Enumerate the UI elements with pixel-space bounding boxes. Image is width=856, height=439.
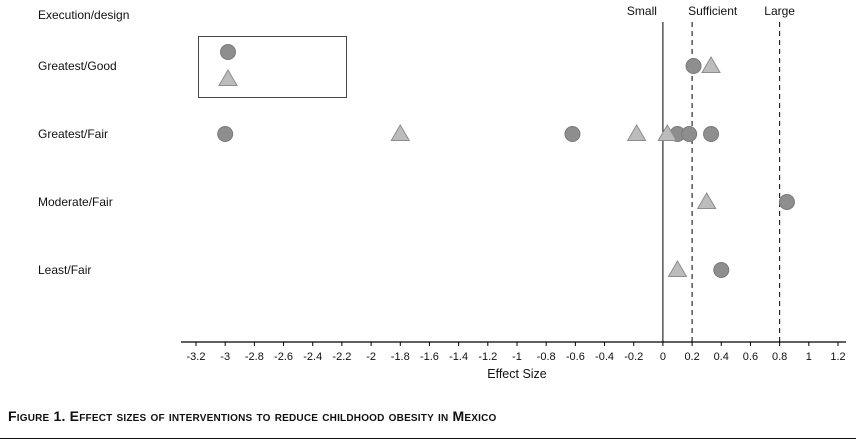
x-axis-tick-label: 0.2 [684, 351, 699, 363]
x-axis-tick-label: -2.8 [245, 351, 264, 363]
x-axis-tick-label: -1.2 [478, 351, 497, 363]
x-axis-tick-label: -0.2 [624, 351, 643, 363]
x-axis-tick-label: -2 [366, 351, 376, 363]
data-point-triangle [701, 56, 721, 73]
row-label-greatest-fair: Greatest/Fair [38, 127, 108, 141]
x-axis-tick-label: 0.6 [743, 351, 758, 363]
effect-size-chart: Small Sufficient Large -3.2 -3 -2.8 -2.6 -2.4 -2… [38, 4, 846, 363]
x-axis-title: Effect Size [487, 367, 547, 381]
x-axis-tick-label: 0.4 [714, 351, 729, 363]
reference-label-large: Large [764, 4, 795, 18]
data-point-triangle [626, 124, 647, 141]
x-axis-tick-label: -3 [220, 351, 230, 363]
figure-caption: Figure 1. Effect sizes of interventions … [8, 408, 497, 424]
data-point-circle [217, 126, 234, 142]
x-axis-tick-label: -2.6 [274, 351, 293, 363]
data-point-circle [703, 126, 720, 142]
x-axis-tick-label: 0.8 [772, 351, 787, 363]
data-point-circle [778, 194, 795, 210]
reference-label-sufficient: Sufficient [688, 4, 738, 18]
legend-circle-marker [220, 44, 236, 60]
data-point-circle [685, 58, 702, 74]
x-axis-tick-label: 1 [806, 351, 812, 363]
x-axis-tick-label: -0.8 [537, 351, 556, 363]
data-point-circle [564, 126, 581, 142]
data-point-circle [713, 262, 730, 278]
row-label-greatest-good: Greatest/Good [38, 59, 117, 73]
x-axis-tick-label: -2.4 [303, 351, 322, 363]
data-point-triangle [390, 124, 411, 141]
legend-triangle-marker [218, 69, 238, 86]
x-axis-tick-label: -0.4 [595, 351, 614, 363]
row-label-moderate-fair: Moderate/Fair [38, 195, 113, 209]
x-axis-tick-label: -0.6 [566, 351, 585, 363]
data-point-triangle [667, 260, 688, 277]
y-axis-header: Execution/design [38, 8, 130, 22]
x-axis-tick-label: -1 [512, 351, 522, 363]
legend-box [198, 36, 347, 98]
row-label-least-fair: Least/Fair [38, 263, 91, 277]
reference-label-small: Small [627, 4, 657, 18]
data-point-triangle [657, 124, 678, 141]
x-axis-tick-label: 0 [660, 351, 666, 363]
x-axis-tick-label: -3.2 [187, 351, 206, 363]
x-axis-tick-label: -1.4 [449, 351, 468, 363]
x-axis-tick-label: -1.8 [391, 351, 410, 363]
data-point-triangle [696, 192, 717, 209]
x-axis-tick-label: -1.6 [420, 351, 439, 363]
data-point-circle [681, 126, 698, 142]
x-axis-tick-label: 1.2 [830, 351, 845, 363]
x-axis-tick-label: -2.2 [332, 351, 351, 363]
